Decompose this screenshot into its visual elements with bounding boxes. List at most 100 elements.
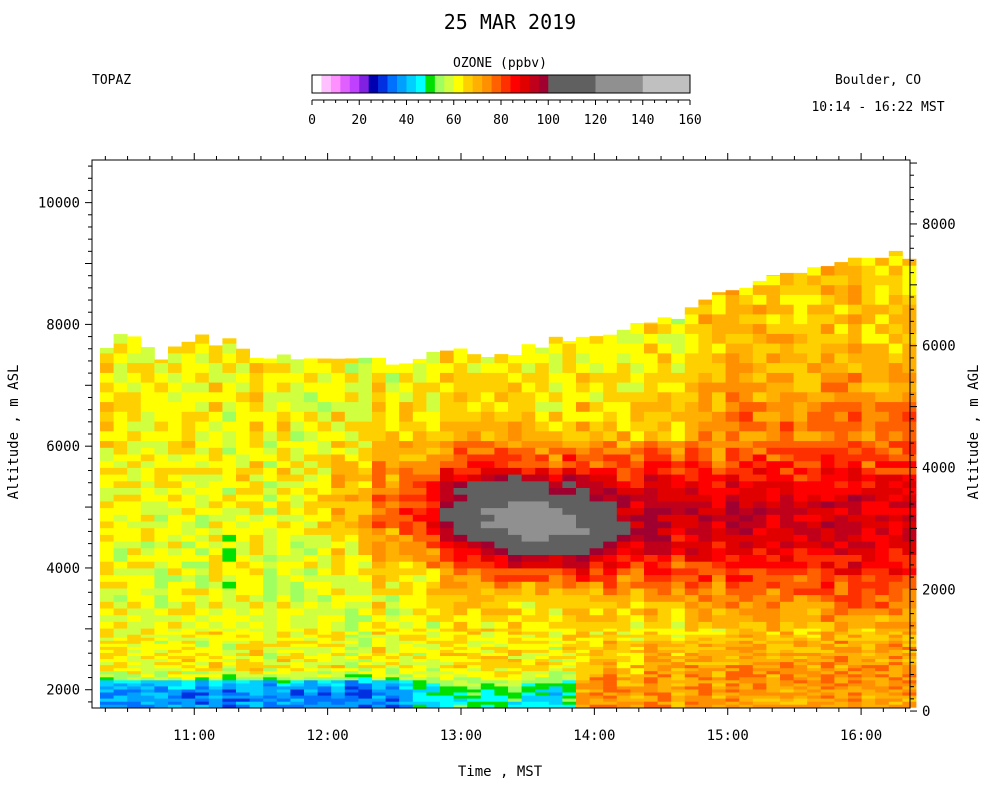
ozone-cell [752,547,767,555]
ozone-cell [372,673,386,678]
ozone-cell [181,514,196,522]
ozone-cell [535,474,550,482]
ozone-cell [657,664,672,669]
ozone-cell [793,561,808,569]
ozone-cell [766,614,781,622]
ozone-cell [181,382,196,393]
ozone-cell [154,440,169,448]
ozone-cell [793,547,808,555]
ozone-cell [875,683,890,687]
ozone-cell [372,554,386,562]
ozone-cell [453,646,468,650]
ozone-cell [290,676,305,681]
ozone-cell [548,661,563,666]
ozone-cell [875,692,890,696]
ozone-cell [290,621,305,629]
ozone-cell [589,667,604,672]
ozone-cell [698,514,713,522]
ozone-cell [848,474,862,482]
ozone-cell [344,649,359,653]
ozone-cell [671,683,686,687]
ozone-cell [426,561,441,569]
ozone-cell [684,643,699,647]
ozone-cell [249,692,264,696]
ozone-cell [589,440,604,448]
ozone-cell [208,345,223,354]
ozone-cell [725,649,740,653]
ozone-cell [589,501,604,509]
ozone-cell [766,487,781,495]
ozone-cell [249,568,264,576]
ozone-cell [848,621,862,629]
ozone-cell [793,284,808,295]
ozone-cell [820,480,835,488]
ozone-cell [208,514,223,522]
ozone-cell [725,695,740,699]
ozone-cell [412,655,427,659]
ozone-cell [385,534,400,542]
ozone-cell [875,447,890,455]
ozone-cell [181,467,196,475]
ozone-cell [100,646,114,650]
ozone-cell [698,541,713,549]
ozone-cell [712,547,726,555]
ozone-cell [902,265,917,276]
ozone-cell [834,554,849,562]
ozone-cell [412,670,427,675]
ozone-cell [494,561,509,569]
ozone-cell [616,401,631,412]
ozone-cell [494,701,509,705]
ozone-cell [630,333,645,344]
ozone-cell [290,695,305,699]
ozone-cell [766,521,781,529]
ozone-cell [698,695,713,699]
ozone-cell [385,588,400,596]
ozone-cell [793,588,808,596]
ozone-cell [304,527,318,535]
ozone-cell [140,431,155,442]
ozone-cell [752,673,767,678]
ozone-cell [276,588,291,596]
ozone-cell [344,460,359,468]
ozone-cell [861,353,876,364]
ozone-cell [222,480,237,488]
ozone-cell [480,568,495,576]
ozone-cell [440,362,454,373]
ozone-cell [562,521,577,529]
ozone-cell [875,554,890,562]
ozone-cell [793,568,808,576]
ozone-cell [644,695,658,699]
ozone-cell [752,640,767,644]
ozone-cell [453,514,468,522]
ozone-cell [535,608,550,616]
ozone-cell [576,667,590,672]
ozone-cell [888,643,903,647]
ozone-cell [521,608,536,616]
ozone-cell [684,581,699,589]
ozone-cell [752,695,767,699]
ozone-cell [195,411,210,422]
ozone-cell [317,362,332,373]
ozone-cell [752,704,767,708]
ozone-cell [385,704,400,708]
ozone-cell [739,431,754,442]
ozone-cell [535,637,550,641]
ozone-cell [671,467,686,475]
ozone-cell [154,649,169,653]
ozone-cell [412,661,427,666]
ozone-cell [263,608,278,616]
ozone-cell [317,514,332,522]
ozone-cell [467,692,482,696]
ozone-cell [208,474,223,482]
ozone-cell [385,501,400,509]
ozone-cell [616,676,631,681]
ozone-cell [766,454,781,462]
ozone-cell [548,628,563,632]
ozone-cell [861,689,876,693]
ozone-cell [603,658,618,663]
ozone-cell [548,494,563,502]
ozone-cell [535,683,550,687]
ozone-cell [154,631,169,635]
ozone-cell [304,568,318,576]
ozone-cell [752,581,767,589]
